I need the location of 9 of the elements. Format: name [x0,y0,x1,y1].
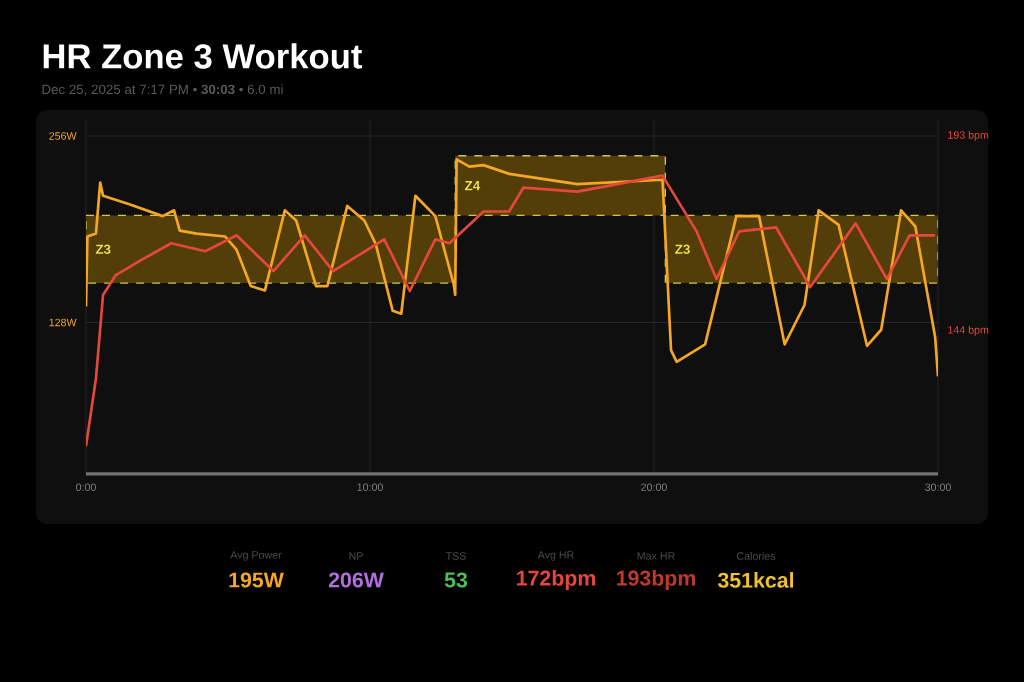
chart-title: HR Zone 3 Workout [43,43,363,69]
line-series [86,157,938,378]
text: 193bpm [617,570,695,590]
text: 351kcal [717,572,794,588]
text: 172bpm [517,570,595,590]
text: 206W [328,572,384,588]
text: 195W [229,572,284,588]
line-series [86,174,937,448]
text: 53 [444,572,468,588]
